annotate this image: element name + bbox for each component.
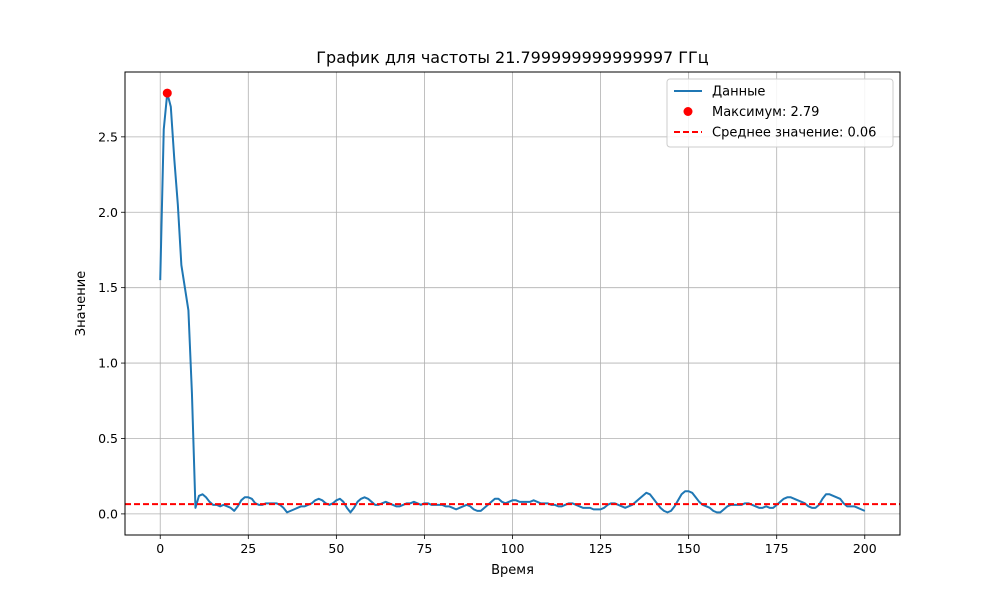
- y-tick-label: 0.0: [98, 506, 118, 521]
- chart-title: График для частоты 21.799999999999997 ГГ…: [316, 48, 708, 67]
- legend-label-max: Максимум: 2.79: [712, 105, 819, 120]
- y-tick-label: 1.0: [98, 356, 118, 371]
- x-tick-label: 25: [240, 541, 256, 556]
- legend-label-data: Данные: [712, 85, 765, 100]
- legend-marker-swatch: [683, 107, 693, 116]
- x-tick-label: 150: [677, 541, 701, 556]
- legend: Данные Максимум: 2.79 Среднее значение: …: [666, 78, 894, 148]
- x-tick-label: 125: [589, 541, 613, 556]
- x-tick-label: 0: [156, 541, 164, 556]
- max-point-marker: [162, 88, 172, 98]
- x-tick-label: 50: [328, 541, 344, 556]
- x-tick-label: 75: [416, 541, 432, 556]
- plot-area: [125, 88, 900, 514]
- axis-ticks: 0 25 50 75 100 125 150 175 200 0.0 0.5 1.0 1.5 2.0 2.5: [98, 129, 877, 556]
- legend-label-mean: Среднее значение: 0.06: [712, 126, 876, 141]
- y-tick-label: 2.5: [98, 129, 118, 144]
- y-tick-label: 2.0: [98, 205, 118, 220]
- legend-box: [666, 78, 894, 148]
- y-tick-label: 0.5: [98, 431, 118, 446]
- x-axis-label: Время: [491, 563, 534, 578]
- x-tick-label: 100: [501, 541, 525, 556]
- x-tick-label: 200: [853, 541, 877, 556]
- x-tick-label: 175: [765, 541, 789, 556]
- y-tick-label: 1.5: [98, 280, 118, 295]
- grid: [125, 72, 900, 535]
- y-axis-label: Значение: [74, 271, 89, 336]
